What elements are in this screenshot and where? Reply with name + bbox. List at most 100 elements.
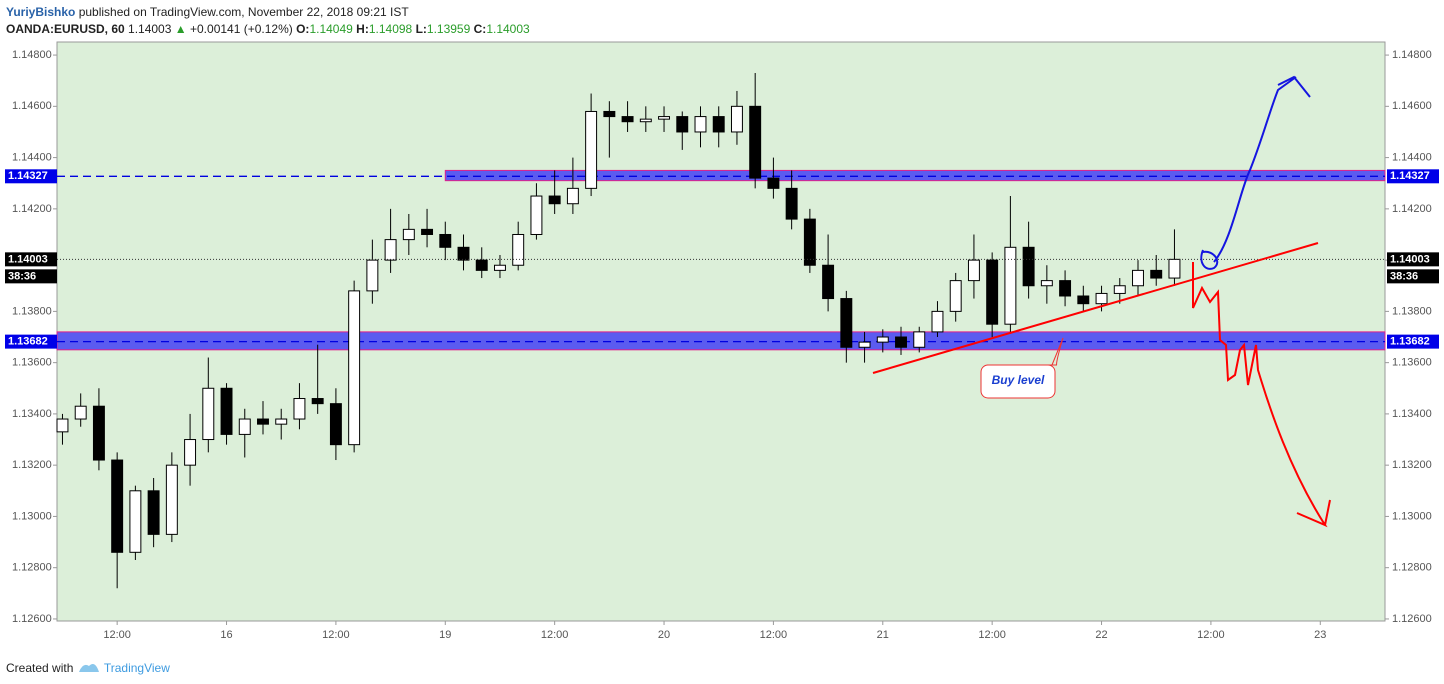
candle-body	[384, 239, 397, 261]
candle-body	[658, 116, 671, 120]
o-label: O:	[296, 22, 310, 36]
y2-tick-label: 1.13600	[1392, 357, 1432, 369]
countdown-label: 38:36	[1390, 270, 1418, 282]
y-tick-label: 1.12800	[12, 562, 52, 574]
zone-label: 1.13682	[8, 336, 48, 348]
candle-body	[311, 398, 324, 405]
x-tick-label: 12:00	[1197, 629, 1225, 641]
o: 1.14049	[309, 22, 353, 36]
candle-body	[402, 228, 415, 241]
y-tick-label: 1.13000	[12, 510, 52, 522]
candle-body	[220, 387, 233, 435]
marks: 1.12600 1.12600 1.12800 1.12800 1.13000 1.130…	[5, 49, 1439, 641]
candle-body	[566, 187, 579, 205]
candle-body	[694, 116, 707, 133]
zone-label-bg	[5, 334, 57, 349]
candle-body	[895, 336, 907, 348]
x-tick-label: 12:00	[978, 629, 1006, 641]
candle-body	[767, 177, 780, 189]
candle-body	[494, 264, 506, 271]
arrow: ▲	[174, 22, 187, 36]
candle-body	[1132, 269, 1144, 287]
y2-tick-label: 1.13000	[1392, 510, 1432, 522]
zone-label-bg	[1387, 169, 1439, 184]
candle-body	[603, 110, 616, 118]
candle-body	[712, 116, 725, 133]
y2-tick-label: 1.12800	[1392, 562, 1432, 574]
candle-body	[931, 310, 944, 333]
price-label: 1.14003	[8, 253, 48, 265]
countdown-label-bg	[1387, 269, 1439, 284]
l: 1.13959	[426, 22, 471, 36]
x-tick-label: 12:00	[541, 629, 569, 641]
brand[interactable]: TradingView	[103, 661, 170, 675]
zone-label-bg	[1387, 334, 1439, 349]
zone	[444, 169, 1386, 182]
candle-body	[147, 490, 160, 535]
trendline	[872, 242, 1319, 374]
countdown-label-bg	[5, 269, 57, 284]
zone-label-bg	[5, 169, 57, 184]
candle-body	[676, 116, 689, 133]
y2-tick-label: 1.14800	[1392, 49, 1432, 61]
author[interactable]: YuriyBishko	[6, 5, 76, 19]
y-tick-label: 1.14600	[12, 100, 52, 112]
candle-body	[803, 218, 816, 266]
candle-body	[111, 459, 124, 553]
x-tick-label: 12:00	[760, 629, 788, 641]
y2-tick-label: 1.14600	[1392, 100, 1432, 112]
c-label: C:	[473, 22, 487, 36]
drawings: Buy level	[872, 75, 1331, 528]
x-tick-label: 23	[1314, 629, 1326, 641]
x-tick-label: 20	[658, 629, 670, 641]
candle-body	[56, 418, 69, 433]
candle-body	[439, 233, 452, 248]
candle-body	[457, 246, 470, 261]
candle-body	[238, 418, 251, 435]
candle-body	[949, 280, 962, 312]
x-tick-label: 22	[1095, 629, 1107, 641]
y-tick-label: 1.13400	[12, 408, 52, 420]
candle-body	[785, 187, 798, 220]
candle-body	[329, 403, 342, 446]
candle-body	[858, 341, 871, 348]
change: +0.00141 (+0.12%)	[190, 22, 293, 36]
logo	[78, 664, 99, 672]
candle-body	[967, 259, 980, 282]
y-tick-label: 1.14200	[12, 203, 52, 215]
candle-body	[1040, 280, 1053, 287]
zone-label: 1.13682	[1390, 336, 1430, 348]
y-tick-label: 1.14400	[12, 152, 52, 164]
y-tick-label: 1.12600	[12, 613, 52, 625]
ohlc-line: OANDA:EURUSD, 60 1.14003 ▲ +0.00141 (+0.…	[6, 21, 530, 38]
x-tick-label: 12:00	[103, 629, 131, 641]
candle-body	[74, 405, 87, 420]
candle-body	[275, 418, 288, 425]
zone	[56, 331, 1386, 351]
candle-body	[840, 298, 853, 348]
candle-body	[92, 405, 105, 461]
candle-body	[421, 228, 434, 235]
candle-body	[184, 439, 197, 466]
published: published on TradingView.com, November 2…	[78, 5, 409, 19]
symbol: OANDA:EURUSD, 60	[6, 22, 125, 36]
y2-tick-label: 1.13200	[1392, 459, 1432, 471]
h: 1.14098	[368, 22, 413, 36]
candle-body	[1022, 246, 1035, 287]
price-label: 1.14003	[1390, 253, 1430, 265]
created: Created with	[6, 661, 74, 675]
y2-tick-label: 1.14400	[1392, 152, 1432, 164]
candle-body	[986, 259, 999, 325]
y2-tick-label: 1.12600	[1392, 613, 1432, 625]
logo-shape	[78, 664, 99, 672]
y-tick-label: 1.13600	[12, 357, 52, 369]
candle-body	[1077, 295, 1090, 305]
candle-body	[530, 195, 543, 235]
candle-body	[585, 110, 598, 189]
price-label-bg	[1387, 252, 1439, 267]
candle-body	[876, 336, 889, 343]
header: YuriyBishko published on TradingView.com…	[6, 4, 530, 38]
candle-body	[730, 105, 743, 133]
y-tick-label: 1.13200	[12, 459, 52, 471]
